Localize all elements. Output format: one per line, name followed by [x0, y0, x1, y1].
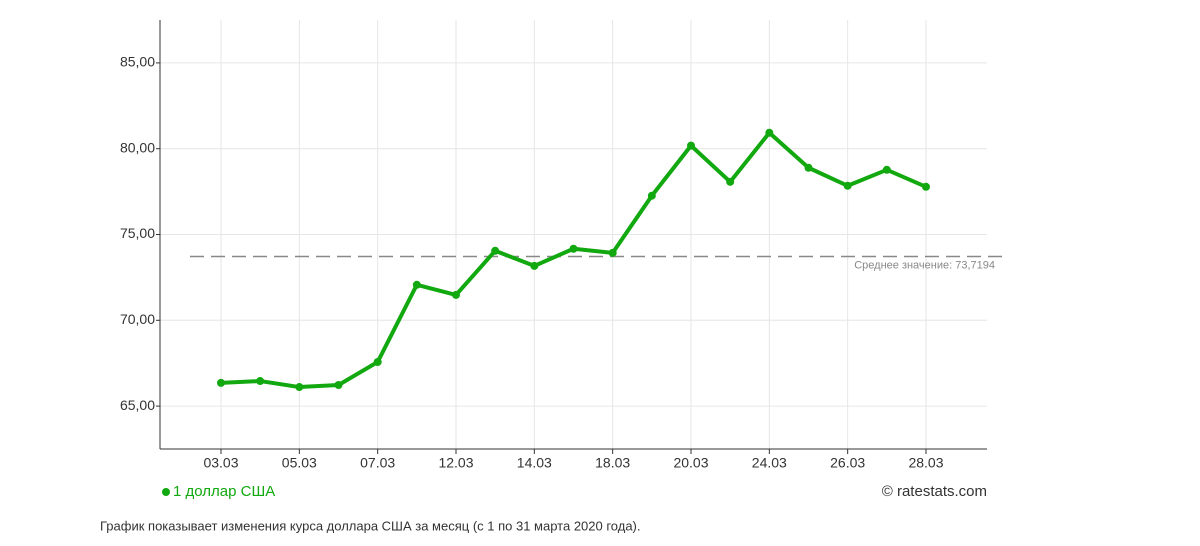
point: [452, 290, 460, 299]
point: [491, 246, 500, 255]
point: [530, 261, 539, 270]
point: [804, 163, 813, 172]
point: [922, 182, 930, 191]
point: [608, 248, 617, 257]
x-tick-label: 12.03: [438, 455, 473, 471]
x-tick-label: 07.03: [360, 455, 395, 471]
x-tick-label: 20.03: [673, 455, 708, 471]
point: [295, 383, 304, 392]
credit: © ratestats.com: [882, 483, 987, 500]
x-tick-label: 18.03: [595, 455, 630, 471]
point: [373, 357, 382, 366]
x-tick-label: 24.03: [752, 455, 787, 471]
y-tick-label: 70,00: [120, 311, 155, 327]
point: [647, 191, 656, 200]
series-line: [220, 130, 927, 390]
average-label: Среднее значение: 73,7194: [854, 259, 995, 271]
point: [882, 165, 891, 174]
x-tick-label: 05.03: [282, 455, 317, 471]
point: [843, 181, 852, 190]
point: [765, 128, 774, 137]
point: [412, 280, 421, 289]
point: [256, 377, 265, 386]
x-tick-label: 03.03: [203, 455, 238, 471]
point: [569, 244, 578, 253]
point: [334, 380, 343, 389]
y-tick-label: 80,00: [120, 139, 155, 155]
y-tick-label: 75,00: [120, 225, 155, 241]
x-tick-label: 14.03: [517, 455, 552, 471]
caption: График показывает изменения курса доллар…: [100, 518, 641, 533]
y-tick-label: 65,00: [120, 397, 155, 413]
legend-label: 1 доллар США: [173, 483, 275, 500]
point: [217, 378, 225, 387]
x-tick-label: 28.03: [908, 455, 943, 471]
point: [687, 141, 695, 150]
x-tick-label: 26.03: [830, 455, 865, 471]
point: [726, 177, 735, 186]
legend-marker: [162, 488, 170, 496]
y-tick-label: 85,00: [120, 54, 155, 70]
